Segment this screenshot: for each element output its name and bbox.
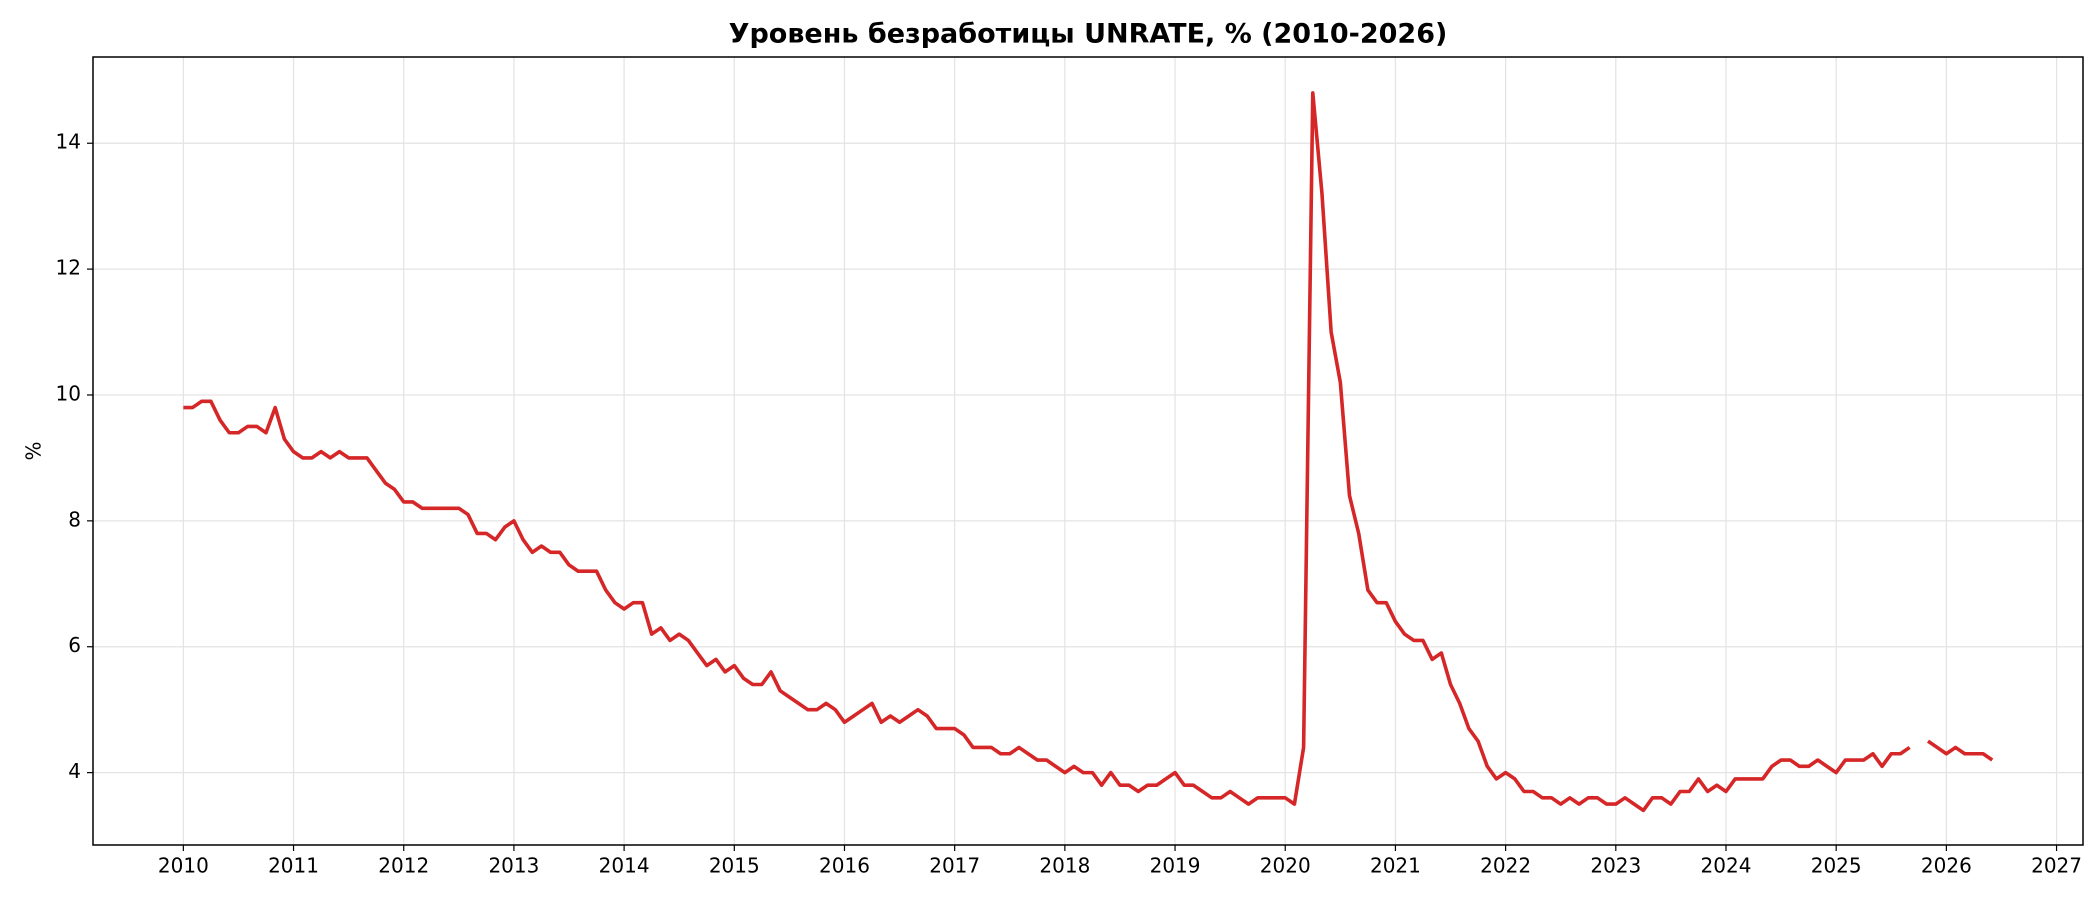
y-tick-label: 6 (68, 633, 81, 657)
x-tick-label: 2013 (488, 854, 539, 878)
y-tick-label: 14 (56, 130, 81, 154)
y-axis-label: % (22, 441, 46, 460)
x-tick-label: 2014 (599, 854, 650, 878)
x-tick-label: 2016 (819, 854, 870, 878)
x-tick-label: 2026 (1921, 854, 1972, 878)
x-tick-label: 2020 (1260, 854, 1311, 878)
x-tick-label: 2010 (158, 854, 209, 878)
y-tick-label: 8 (68, 507, 81, 531)
x-tick-label: 2023 (1590, 854, 1641, 878)
x-tick-label: 2021 (1370, 854, 1421, 878)
x-tick-label: 2024 (1701, 854, 1752, 878)
x-tick-label: 2019 (1150, 854, 1201, 878)
x-tick-label: 2018 (1039, 854, 1090, 878)
x-tick-label: 2015 (709, 854, 760, 878)
plot-frame (92, 56, 2084, 846)
y-tick-label: 10 (56, 381, 81, 405)
x-tick-label: 2027 (2031, 854, 2082, 878)
x-tick-label: 2017 (929, 854, 980, 878)
y-tick-label: 4 (68, 759, 81, 783)
x-tick-label: 2022 (1480, 854, 1531, 878)
x-tick-label: 2025 (1811, 854, 1862, 878)
y-tick-label: 12 (56, 256, 81, 280)
x-tick-label: 2012 (378, 854, 429, 878)
x-tick-label: 2011 (268, 854, 319, 878)
chart-title: Уровень безработицы UNRATE, % (2010-2026… (729, 19, 1448, 50)
data-line (183, 91, 1994, 813)
